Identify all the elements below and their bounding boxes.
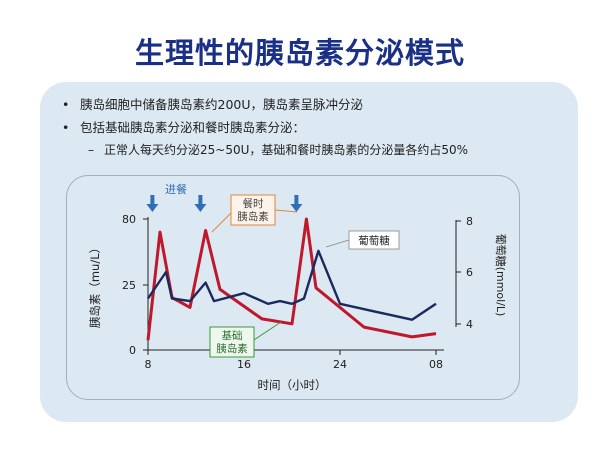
meal-insulin-pointer (211, 212, 232, 233)
y-right-tick-label: 8 (466, 215, 473, 228)
x-tick-label: 8 (145, 358, 152, 371)
glucose-pointer (325, 239, 350, 248)
basal-insulin-pointer (253, 321, 282, 341)
meal-insulin-pointer (274, 209, 298, 213)
basal-insulin-label: 胰岛素 (216, 342, 248, 355)
meal-arrow-icon (146, 195, 159, 212)
meal-insulin-label: 餐时 (243, 197, 264, 210)
chart-frame (66, 175, 520, 400)
meal-label: 进餐 (165, 182, 187, 196)
y-axis-label-right: 葡萄糖(mmol/L) (494, 234, 508, 317)
glucose-line (147, 249, 437, 321)
y-axis-label-left: 胰岛素（mu/L） (88, 242, 102, 328)
sub-bullet-item: 正常人每天约分泌25~50U，基础和餐时胰岛素的分泌量各约占50% (62, 139, 562, 162)
y-left-tick-label: 0 (129, 344, 136, 357)
y-right-tick-label: 4 (466, 318, 473, 331)
y-left-tick-label: 25 (122, 279, 136, 292)
bullet-item: 胰岛细胞中储备胰岛素约200U，胰岛素呈脉冲分泌 (62, 93, 562, 116)
y-right-tick-label: 6 (466, 266, 473, 279)
meal-insulin-label-box (230, 194, 276, 226)
x-tick-label: 24 (333, 358, 347, 371)
meal-arrow-icon (194, 195, 207, 212)
x-axis-label: 时间（小时） (258, 378, 327, 392)
bullet-item: 包括基础胰岛素分泌和餐时胰岛素分泌： (62, 116, 562, 139)
bullet-list: 胰岛细胞中储备胰岛素约200U，胰岛素呈脉冲分泌 包括基础胰岛素分泌和餐时胰岛素… (62, 93, 562, 162)
meal-insulin-label: 胰岛素 (237, 210, 269, 223)
slide-title: 生理性的胰岛素分泌模式 (134, 36, 465, 70)
meal-arrow-icon (290, 195, 303, 212)
x-tick-label: 08 (429, 358, 443, 371)
glucose-label: 葡萄糖 (358, 234, 390, 247)
y-left-tick-label: 80 (122, 213, 136, 226)
basal-insulin-label-box (209, 326, 255, 358)
x-tick-label: 16 (237, 358, 251, 371)
basal-insulin-label: 基础 (222, 329, 243, 342)
